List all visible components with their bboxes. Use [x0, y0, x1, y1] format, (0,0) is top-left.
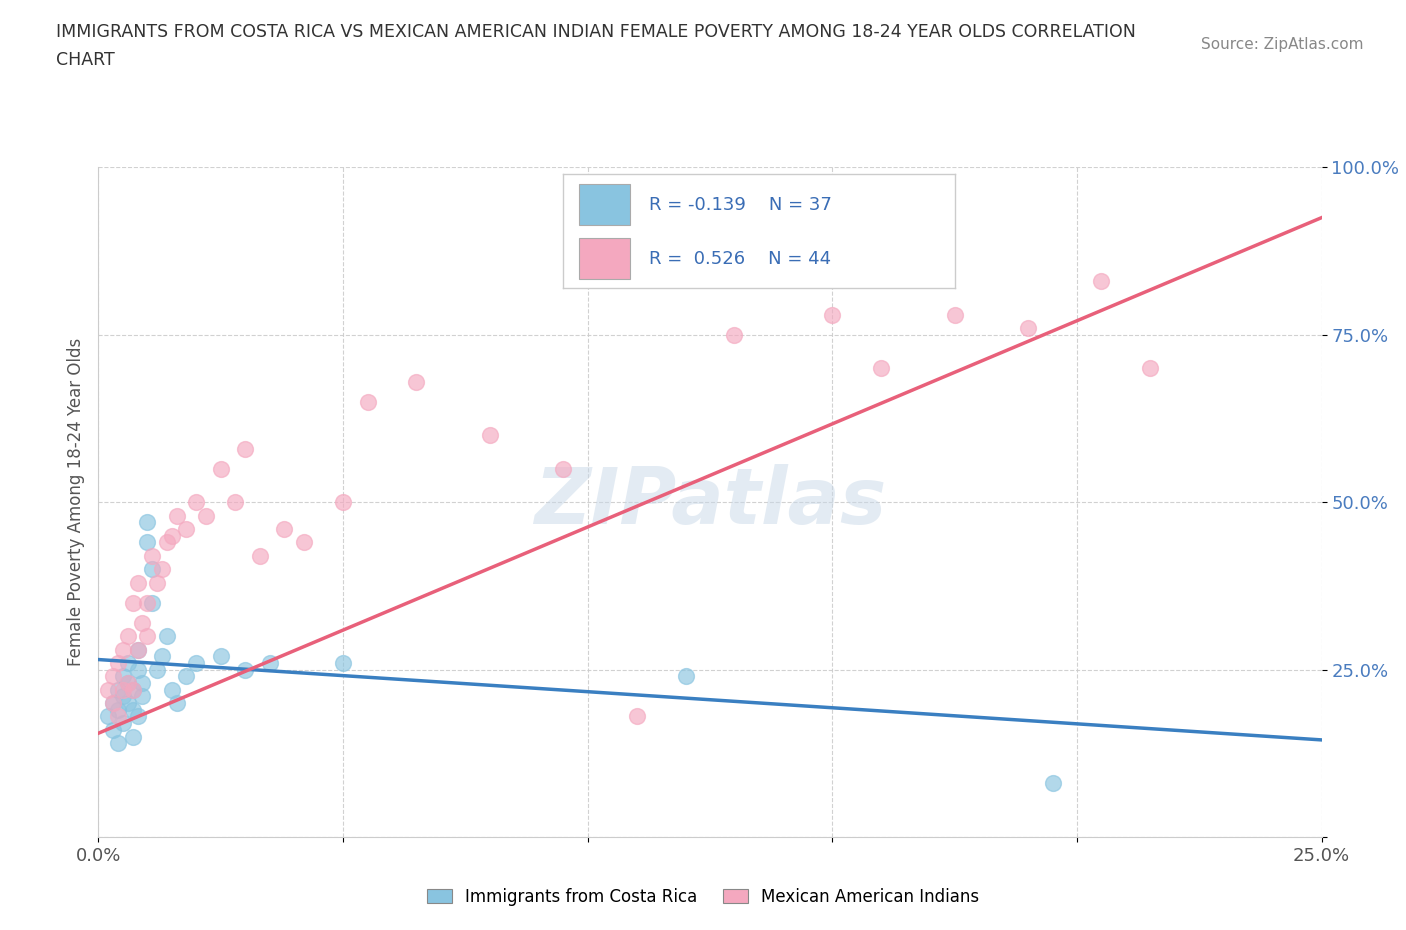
Point [626, 709, 648, 724]
Point [131, 616, 153, 631]
Point [723, 327, 745, 342]
Point [233, 662, 256, 677]
Point [121, 729, 143, 744]
Point [136, 629, 159, 644]
Point [195, 508, 218, 523]
Point [141, 562, 163, 577]
Point [107, 709, 129, 724]
Point [292, 535, 315, 550]
Point [1090, 273, 1112, 288]
Point [107, 702, 129, 717]
Point [146, 575, 169, 590]
Point [101, 669, 124, 684]
Point [1139, 361, 1161, 376]
Point [111, 669, 134, 684]
Text: ZIPatlas: ZIPatlas [534, 464, 886, 540]
Point [111, 716, 134, 731]
Point [224, 495, 246, 510]
Point [111, 683, 134, 698]
Point [405, 374, 427, 389]
Point [156, 535, 179, 550]
Point [101, 723, 124, 737]
Point [121, 702, 143, 717]
Point [111, 689, 134, 704]
Point [97, 683, 120, 698]
Point [127, 642, 149, 657]
Point [136, 595, 159, 610]
Point [117, 675, 139, 690]
Point [209, 461, 232, 476]
Point [176, 522, 198, 537]
Point [332, 495, 354, 510]
Point [943, 307, 966, 322]
Point [127, 575, 149, 590]
Text: CHART: CHART [56, 51, 115, 69]
Point [553, 461, 575, 476]
Point [209, 649, 232, 664]
Point [146, 662, 169, 677]
Point [127, 642, 149, 657]
Point [101, 696, 124, 711]
Point [131, 689, 153, 704]
Text: IMMIGRANTS FROM COSTA RICA VS MEXICAN AMERICAN INDIAN FEMALE POVERTY AMONG 18-24: IMMIGRANTS FROM COSTA RICA VS MEXICAN AM… [56, 23, 1136, 41]
Point [176, 669, 198, 684]
Point [273, 522, 295, 537]
Point [107, 683, 129, 698]
Point [186, 656, 208, 671]
Point [136, 515, 159, 530]
Point [127, 709, 149, 724]
Point [160, 683, 183, 698]
Point [675, 669, 697, 684]
Point [870, 361, 893, 376]
Point [1042, 776, 1064, 790]
Point [150, 649, 173, 664]
Point [156, 629, 179, 644]
Point [117, 696, 139, 711]
Point [121, 595, 143, 610]
Point [107, 656, 129, 671]
Point [127, 662, 149, 677]
Point [1017, 321, 1039, 336]
Point [150, 562, 173, 577]
Point [141, 595, 163, 610]
Point [166, 696, 188, 711]
Point [121, 683, 143, 698]
Text: Source: ZipAtlas.com: Source: ZipAtlas.com [1201, 37, 1364, 52]
Point [111, 642, 134, 657]
Point [160, 528, 183, 543]
Y-axis label: Female Poverty Among 18-24 Year Olds: Female Poverty Among 18-24 Year Olds [66, 339, 84, 666]
Point [233, 441, 256, 456]
Point [821, 307, 844, 322]
Point [136, 535, 159, 550]
Point [249, 549, 271, 564]
Point [166, 508, 188, 523]
Point [117, 656, 139, 671]
Point [131, 675, 153, 690]
Point [356, 394, 378, 409]
Point [101, 696, 124, 711]
Point [97, 709, 120, 724]
Point [332, 656, 354, 671]
Legend: Immigrants from Costa Rica, Mexican American Indians: Immigrants from Costa Rica, Mexican Amer… [420, 881, 986, 912]
Point [478, 428, 501, 443]
Point [117, 629, 139, 644]
Point [259, 656, 281, 671]
Point [107, 736, 129, 751]
Point [121, 683, 143, 698]
Point [141, 549, 163, 564]
Point [117, 675, 139, 690]
Point [186, 495, 208, 510]
